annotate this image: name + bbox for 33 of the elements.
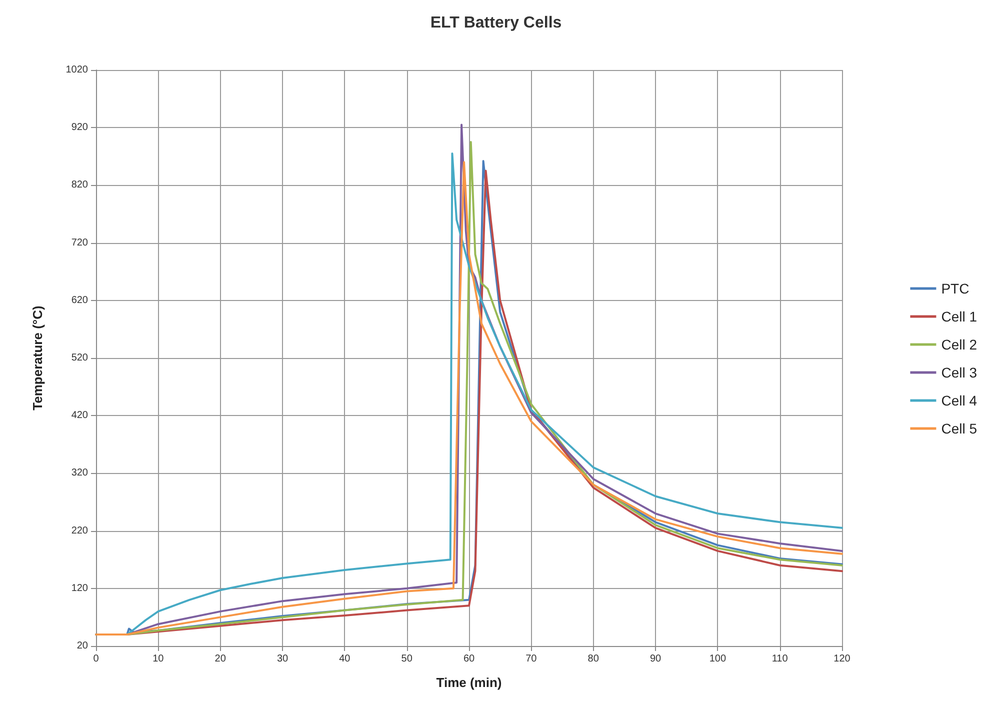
- x-tick-label: 40: [339, 654, 351, 664]
- legend-label: Cell 1: [941, 308, 978, 324]
- x-tick-label: 70: [526, 654, 538, 664]
- x-tick-label: 80: [588, 654, 600, 664]
- y-tick-label: 720: [71, 237, 88, 248]
- x-tick-label: 0: [93, 654, 100, 664]
- x-tick-label: 10: [152, 654, 164, 664]
- y-tick-label: 1020: [66, 64, 88, 76]
- y-tick-label: 320: [71, 468, 88, 479]
- legend-label: PTC: [941, 280, 970, 296]
- x-tick-label: 90: [650, 654, 662, 664]
- x-tick-label: 120: [834, 654, 851, 664]
- y-tick-label: 120: [71, 582, 88, 594]
- y-axis-title: Temperature (°C): [30, 306, 45, 410]
- legend-label: Cell 5: [941, 420, 978, 436]
- x-tick-label: 20: [214, 654, 226, 664]
- y-tick-label: 20: [76, 640, 88, 652]
- x-tick-label: 100: [709, 654, 726, 664]
- y-tick-label: 820: [71, 180, 88, 191]
- x-tick-label: 110: [772, 654, 788, 664]
- y-tick-label: 620: [71, 294, 88, 306]
- y-tick-label: 520: [71, 352, 88, 364]
- legend-label: Cell 4: [941, 392, 978, 408]
- x-tick-label: 50: [401, 654, 413, 664]
- x-axis-title: Time (min): [436, 675, 502, 690]
- y-tick-label: 220: [71, 525, 88, 536]
- y-tick-label: 920: [71, 122, 88, 134]
- y-tick-label: 420: [71, 410, 88, 422]
- x-tick-label: 30: [276, 654, 288, 664]
- legend-label: Cell 2: [941, 336, 978, 352]
- chart-title: ELT Battery Cells: [430, 14, 562, 32]
- legend-label: Cell 3: [941, 364, 978, 380]
- x-tick-label: 60: [463, 654, 475, 664]
